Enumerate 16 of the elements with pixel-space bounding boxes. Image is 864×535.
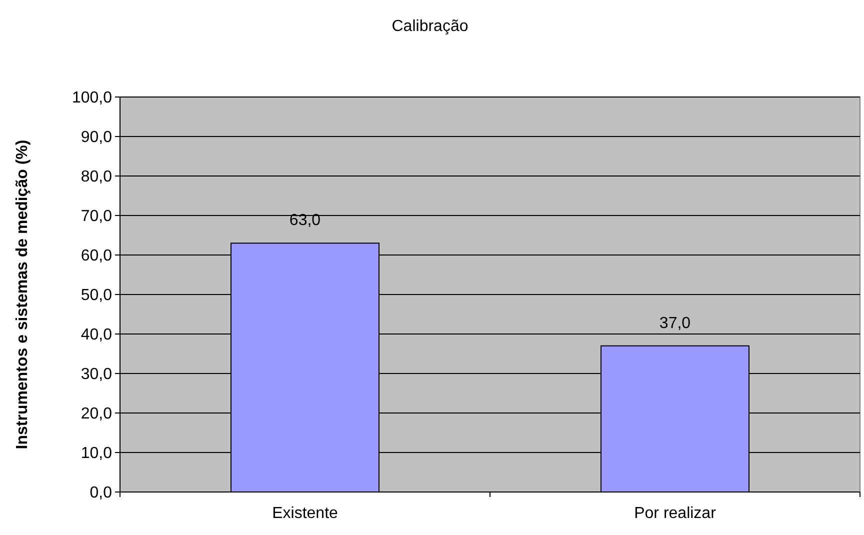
y-tick-label: 30,0	[80, 366, 112, 384]
y-tick-label: 100,0	[72, 90, 112, 107]
y-axis-title: Instrumentos e sistemas de medição (%)	[14, 140, 31, 450]
chart-title: Calibração	[392, 18, 468, 35]
y-tick-label: 60,0	[80, 248, 112, 265]
data-label: 37,0	[659, 314, 691, 332]
y-tick-label: 80,0	[80, 168, 112, 186]
y-tick-label: 90,0	[80, 129, 112, 146]
y-tick-label: 70,0	[80, 208, 112, 226]
y-tick-label: 40,0	[80, 326, 112, 344]
y-tick-label: 10,0	[80, 445, 112, 462]
y-tick-label: 50,0	[80, 287, 112, 304]
x-tick-label: Existente	[272, 505, 338, 522]
y-tick-label: 0,0	[90, 484, 112, 502]
y-tick-label: 20,0	[80, 406, 112, 423]
x-tick-label: Por realizar	[634, 505, 717, 522]
